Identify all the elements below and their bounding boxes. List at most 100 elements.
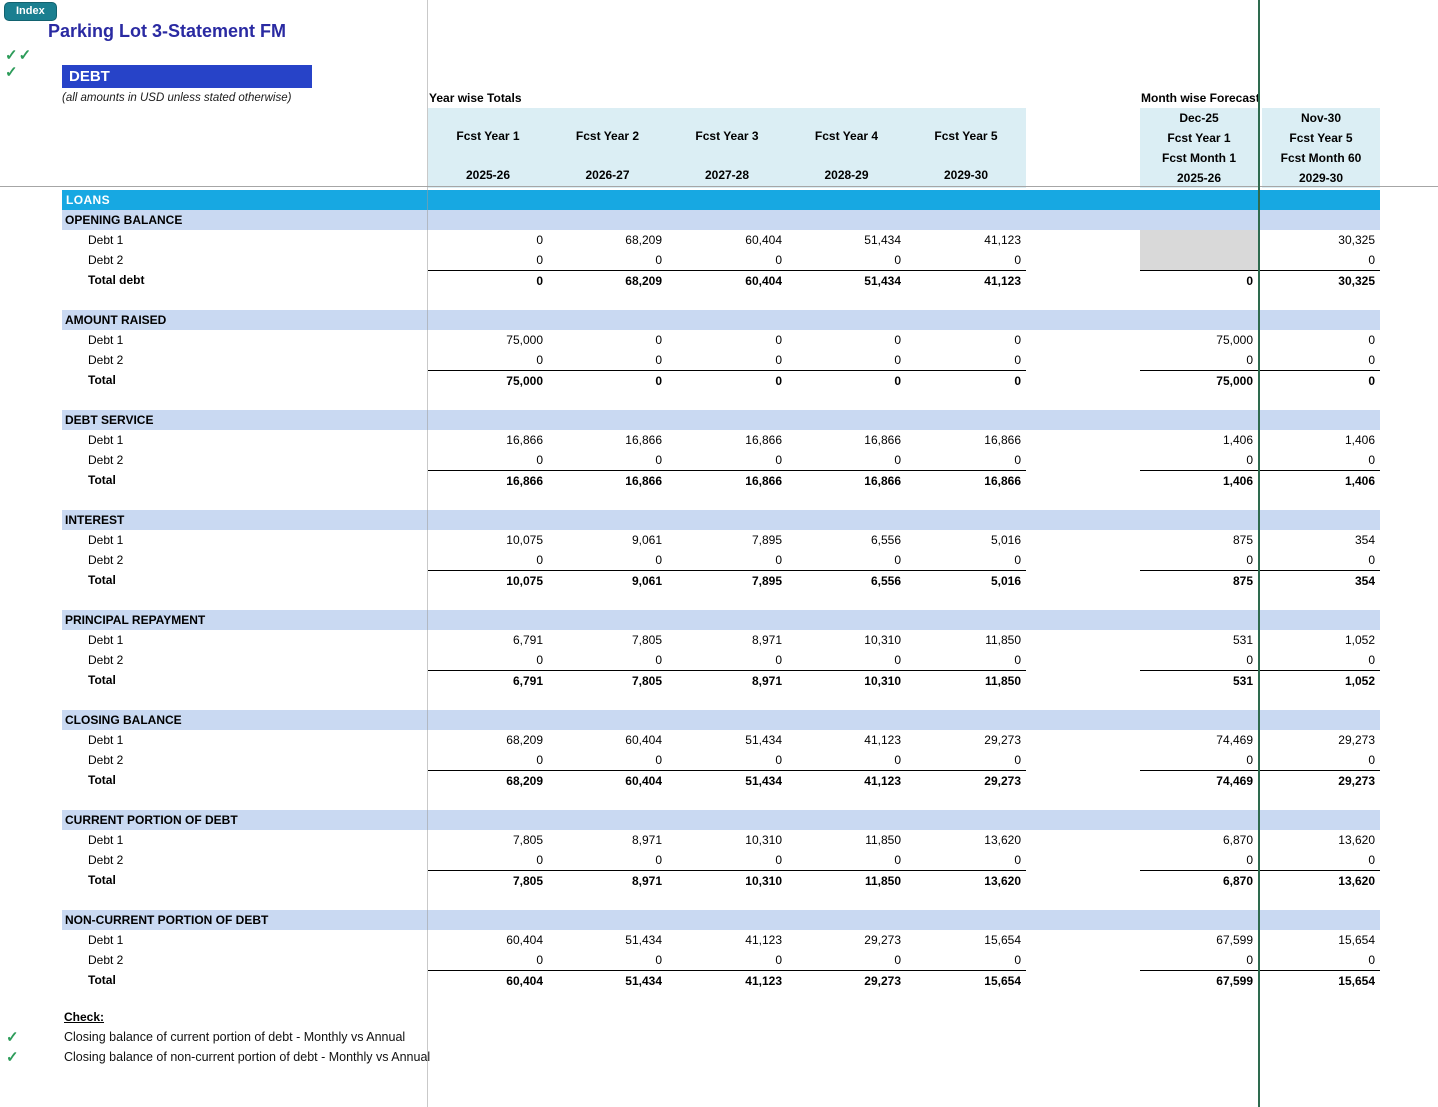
value-cell[interactable]: 1,052 <box>1344 633 1375 647</box>
value-cell[interactable]: 0 <box>536 253 543 267</box>
value-cell[interactable]: 7,805 <box>512 833 543 847</box>
value-cell[interactable]: 531 <box>1140 670 1258 690</box>
loans-group-header[interactable]: LOANS <box>62 190 1380 210</box>
value-cell[interactable]: 0 <box>1246 453 1253 467</box>
value-cell[interactable]: 0 <box>1014 353 1021 367</box>
value-cell[interactable]: 15,654 <box>984 933 1021 947</box>
value-cell[interactable]: 7,895 <box>751 533 782 547</box>
value-cell[interactable]: 10,310 <box>864 633 901 647</box>
value-cell[interactable]: 13,620 <box>1262 870 1380 890</box>
value-cell[interactable]: 29,273 <box>1338 733 1375 747</box>
value-cell[interactable]: 5,016 <box>990 533 1021 547</box>
value-cell[interactable]: 0 <box>1014 853 1021 867</box>
row-label-cell[interactable]: Debt 1 <box>88 433 124 447</box>
row-label-cell[interactable]: Debt 1 <box>88 533 124 547</box>
value-cell[interactable]: 0 <box>894 453 901 467</box>
value-cell[interactable]: 16,866 <box>548 470 667 490</box>
value-cell[interactable]: 0 <box>655 253 662 267</box>
value-cell[interactable]: 10,075 <box>428 570 548 590</box>
row-label-cell[interactable]: Debt 1 <box>88 633 124 647</box>
value-cell[interactable]: 8,971 <box>667 670 787 690</box>
section-header[interactable]: PRINCIPAL REPAYMENT <box>62 610 1380 630</box>
row-label-cell[interactable]: Debt 1 <box>88 233 124 247</box>
year-column-header[interactable]: Fcst Year 1 2025-26 <box>428 108 548 188</box>
value-cell[interactable]: 0 <box>655 453 662 467</box>
value-cell[interactable]: 41,123 <box>745 933 782 947</box>
value-cell[interactable] <box>1140 230 1258 250</box>
value-cell[interactable]: 0 <box>1014 653 1021 667</box>
value-cell[interactable]: 16,866 <box>787 470 906 490</box>
row-label-cell[interactable]: Debt 2 <box>88 853 124 867</box>
month-column-header[interactable]: Dec-25 Fcst Year 1 Fcst Month 1 2025-26 <box>1140 108 1258 188</box>
row-label-cell[interactable]: Debt 2 <box>88 453 124 467</box>
value-cell[interactable]: 0 <box>536 453 543 467</box>
value-cell[interactable]: 16,866 <box>864 433 901 447</box>
value-cell[interactable]: 16,866 <box>667 470 787 490</box>
value-cell[interactable]: 41,123 <box>984 233 1021 247</box>
value-cell[interactable]: 1,406 <box>1344 433 1375 447</box>
value-cell[interactable]: 0 <box>775 853 782 867</box>
value-cell[interactable]: 30,325 <box>1338 233 1375 247</box>
value-cell[interactable]: 29,273 <box>787 970 906 990</box>
value-cell[interactable]: 0 <box>894 653 901 667</box>
value-cell[interactable]: 531 <box>1232 633 1253 647</box>
value-cell[interactable]: 51,434 <box>625 933 662 947</box>
value-cell[interactable]: 875 <box>1140 570 1258 590</box>
value-cell[interactable]: 0 <box>1368 333 1375 347</box>
section-header[interactable]: OPENING BALANCE <box>62 210 1380 230</box>
value-cell[interactable]: 0 <box>1368 553 1375 567</box>
value-cell[interactable]: 0 <box>536 953 543 967</box>
value-cell[interactable]: 10,310 <box>667 870 787 890</box>
value-cell[interactable]: 0 <box>787 370 906 390</box>
row-label-cell[interactable]: Debt 2 <box>88 953 124 967</box>
value-cell[interactable]: 5,016 <box>906 570 1026 590</box>
value-cell[interactable]: 0 <box>1368 953 1375 967</box>
value-cell[interactable]: 0 <box>1368 853 1375 867</box>
value-cell[interactable]: 15,654 <box>1262 970 1380 990</box>
value-cell[interactable]: 0 <box>536 753 543 767</box>
value-cell[interactable]: 0 <box>1368 753 1375 767</box>
value-cell[interactable]: 0 <box>775 253 782 267</box>
value-cell[interactable]: 8,971 <box>751 633 782 647</box>
value-cell[interactable]: 0 <box>894 853 901 867</box>
value-cell[interactable]: 51,434 <box>864 233 901 247</box>
section-header[interactable]: CURRENT PORTION OF DEBT <box>62 810 1380 830</box>
row-label-cell[interactable]: Total <box>88 473 116 487</box>
value-cell[interactable]: 875 <box>1232 533 1253 547</box>
value-cell[interactable]: 0 <box>655 653 662 667</box>
value-cell[interactable]: 51,434 <box>667 770 787 790</box>
value-cell[interactable]: 16,866 <box>506 433 543 447</box>
value-cell[interactable]: 67,599 <box>1216 933 1253 947</box>
value-cell[interactable]: 7,805 <box>631 633 662 647</box>
value-cell[interactable]: 16,866 <box>745 433 782 447</box>
row-label-cell[interactable]: Debt 1 <box>88 833 124 847</box>
value-cell[interactable]: 60,404 <box>428 970 548 990</box>
value-cell[interactable]: 29,273 <box>1262 770 1380 790</box>
value-cell[interactable]: 41,123 <box>787 770 906 790</box>
value-cell[interactable]: 1,052 <box>1262 670 1380 690</box>
value-cell[interactable]: 0 <box>775 953 782 967</box>
value-cell[interactable]: 0 <box>1014 953 1021 967</box>
year-column-header[interactable]: Fcst Year 3 2027-28 <box>667 108 787 188</box>
value-cell[interactable]: 9,061 <box>548 570 667 590</box>
row-label-cell[interactable]: Total <box>88 373 116 387</box>
row-label-cell[interactable]: Total <box>88 873 116 887</box>
value-cell[interactable]: 68,209 <box>428 770 548 790</box>
value-cell[interactable]: 51,434 <box>745 733 782 747</box>
value-cell[interactable]: 0 <box>894 333 901 347</box>
value-cell[interactable]: 0 <box>894 553 901 567</box>
value-cell[interactable]: 10,310 <box>787 670 906 690</box>
value-cell[interactable]: 8,971 <box>631 833 662 847</box>
value-cell[interactable]: 7,805 <box>548 670 667 690</box>
value-cell[interactable]: 0 <box>655 953 662 967</box>
value-cell[interactable]: 0 <box>1368 353 1375 367</box>
value-cell[interactable]: 354 <box>1354 533 1375 547</box>
value-cell[interactable]: 60,404 <box>745 233 782 247</box>
value-cell[interactable]: 1,406 <box>1140 470 1258 490</box>
value-cell[interactable]: 0 <box>428 270 548 290</box>
value-cell[interactable]: 0 <box>1140 270 1258 290</box>
value-cell[interactable]: 60,404 <box>625 733 662 747</box>
value-cell[interactable]: 0 <box>655 353 662 367</box>
value-cell[interactable]: 10,075 <box>506 533 543 547</box>
value-cell[interactable]: 11,850 <box>985 633 1021 647</box>
